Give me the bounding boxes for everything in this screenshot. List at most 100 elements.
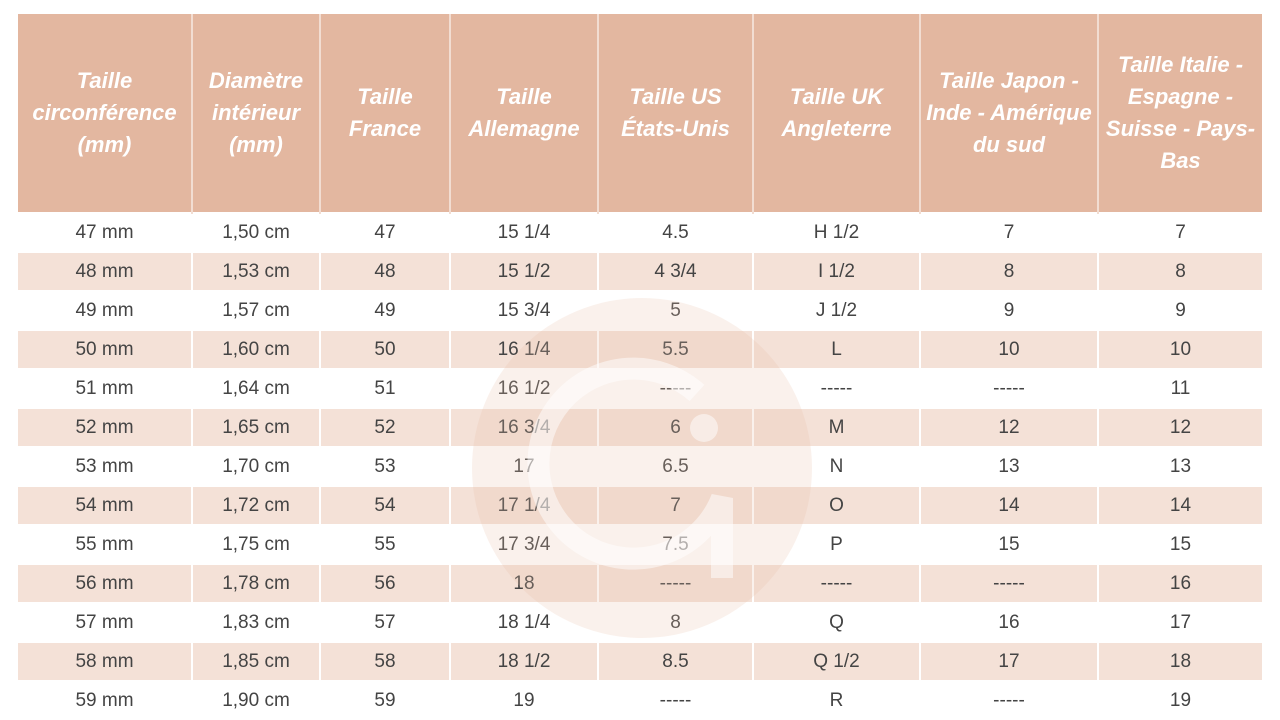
table-cell: Q (752, 602, 920, 642)
table-cell: L (752, 329, 920, 369)
table-cell: 5 (597, 290, 753, 330)
table-row: 58 mm 1,85 cm 58 18 1/2 8.5 Q 1/2 17 18 (18, 641, 1262, 681)
table-cell: J 1/2 (752, 290, 920, 330)
table-cell: 1,53 cm (191, 251, 320, 291)
table-row: 52 mm 1,65 cm 52 16 3/4 6 M 12 12 (18, 407, 1262, 447)
table-cell: 56 mm (18, 563, 192, 603)
table-cell: 54 (319, 485, 450, 525)
table-cell: 16 (919, 602, 1098, 642)
table-cell: 1,90 cm (191, 680, 320, 719)
table-cell: 52 (319, 407, 450, 447)
table-cell: 58 mm (18, 641, 192, 681)
table-cell: M (752, 407, 920, 447)
table-cell: 57 (319, 602, 450, 642)
table-cell: 1,70 cm (191, 446, 320, 486)
table-cell: I 1/2 (752, 251, 920, 291)
table-row: 55 mm 1,75 cm 55 17 3/4 7.5 P 15 15 (18, 524, 1262, 564)
table-cell: 13 (1097, 446, 1262, 486)
table-cell: 59 mm (18, 680, 192, 719)
column-header: Taille Allemagne (449, 14, 598, 213)
column-header: Taille France (319, 14, 450, 213)
table-cell: P (752, 524, 920, 564)
table-cell: 50 mm (18, 329, 192, 369)
table-cell: ----- (919, 563, 1098, 603)
table-cell: 1,85 cm (191, 641, 320, 681)
table-cell: 1,83 cm (191, 602, 320, 642)
table-cell: 15 3/4 (449, 290, 598, 330)
table-cell: 55 (319, 524, 450, 564)
table-cell: H 1/2 (752, 212, 920, 252)
table-cell: 15 1/2 (449, 251, 598, 291)
table-cell: 12 (919, 407, 1098, 447)
table-row: 54 mm 1,72 cm 54 17 1/4 7 O 14 14 (18, 485, 1262, 525)
table-cell: ----- (919, 680, 1098, 719)
table-cell: 7 (597, 485, 753, 525)
table-cell: 8 (597, 602, 753, 642)
table-cell: 18 1/2 (449, 641, 598, 681)
table-cell: 5.5 (597, 329, 753, 369)
table-cell: 16 1/4 (449, 329, 598, 369)
table-row: 48 mm 1,53 cm 48 15 1/2 4 3/4 I 1/2 8 8 (18, 251, 1262, 291)
column-header: Taille UK Angleterre (752, 14, 920, 213)
table-cell: 1,57 cm (191, 290, 320, 330)
table-cell: 16 1/2 (449, 368, 598, 408)
table-cell: 14 (919, 485, 1098, 525)
table-cell: 9 (1097, 290, 1262, 330)
table-cell: 17 (919, 641, 1098, 681)
table-cell: 18 1/4 (449, 602, 598, 642)
table-cell: 56 (319, 563, 450, 603)
table-cell: N (752, 446, 920, 486)
table-cell: ----- (752, 368, 920, 408)
table-cell: 1,75 cm (191, 524, 320, 564)
table-cell: 58 (319, 641, 450, 681)
header-row: Taille circonférence (mm) Diamètre intéri… (18, 14, 1262, 213)
table-cell: 6.5 (597, 446, 753, 486)
table-cell: 1,64 cm (191, 368, 320, 408)
column-header: Taille circonférence (mm) (18, 14, 192, 213)
table-cell: 1,60 cm (191, 329, 320, 369)
table-cell: ----- (752, 563, 920, 603)
column-header: Taille Italie - Espagne - Suisse - Pays-… (1097, 14, 1262, 213)
table-row: 56 mm 1,78 cm 56 18 ----- ----- ----- 16 (18, 563, 1262, 603)
table-cell: 1,50 cm (191, 212, 320, 252)
table-cell: 1,72 cm (191, 485, 320, 525)
table-cell: 15 1/4 (449, 212, 598, 252)
table-cell: R (752, 680, 920, 719)
table-cell: 17 3/4 (449, 524, 598, 564)
table-cell: 12 (1097, 407, 1262, 447)
table-cell: ----- (919, 368, 1098, 408)
table-cell: 8 (1097, 251, 1262, 291)
column-header: Taille US États-Unis (597, 14, 753, 213)
table-cell: 8.5 (597, 641, 753, 681)
table-cell: 50 (319, 329, 450, 369)
table-cell: Q 1/2 (752, 641, 920, 681)
table-row: 51 mm 1,64 cm 51 16 1/2 ----- ----- ----- 11 (18, 368, 1262, 408)
table-row: 49 mm 1,57 cm 49 15 3/4 5 J 1/2 9 9 (18, 290, 1262, 330)
table-row: 47 mm 1,50 cm 47 15 1/4 4.5 H 1/2 7 7 (18, 212, 1262, 252)
table-cell: 47 mm (18, 212, 192, 252)
table-cell: 1,65 cm (191, 407, 320, 447)
table-cell: 4.5 (597, 212, 753, 252)
table-row: 57 mm 1,83 cm 57 18 1/4 8 Q 16 17 (18, 602, 1262, 642)
table-cell: 16 3/4 (449, 407, 598, 447)
table-cell: 51 (319, 368, 450, 408)
table-cell: 7 (1097, 212, 1262, 252)
table-cell: 51 mm (18, 368, 192, 408)
table-cell: 11 (1097, 368, 1262, 408)
table-cell: 7 (919, 212, 1098, 252)
table-cell: 7.5 (597, 524, 753, 564)
table-cell: 1,78 cm (191, 563, 320, 603)
table-cell: 13 (919, 446, 1098, 486)
table-cell: 15 (919, 524, 1098, 564)
table-cell: 47 (319, 212, 450, 252)
table-row: 50 mm 1,60 cm 50 16 1/4 5.5 L 10 10 (18, 329, 1262, 369)
table-cell: 8 (919, 251, 1098, 291)
table-cell: 10 (919, 329, 1098, 369)
table-row: 53 mm 1,70 cm 53 17 6.5 N 13 13 (18, 446, 1262, 486)
ring-size-table: Taille circonférence (mm) Diamètre intéri… (18, 14, 1262, 719)
table-cell: 19 (1097, 680, 1262, 719)
table-cell: 17 1/4 (449, 485, 598, 525)
table-cell: 15 (1097, 524, 1262, 564)
table-cell: 14 (1097, 485, 1262, 525)
column-header: Taille Japon - Inde - Amérique du sud (919, 14, 1098, 213)
